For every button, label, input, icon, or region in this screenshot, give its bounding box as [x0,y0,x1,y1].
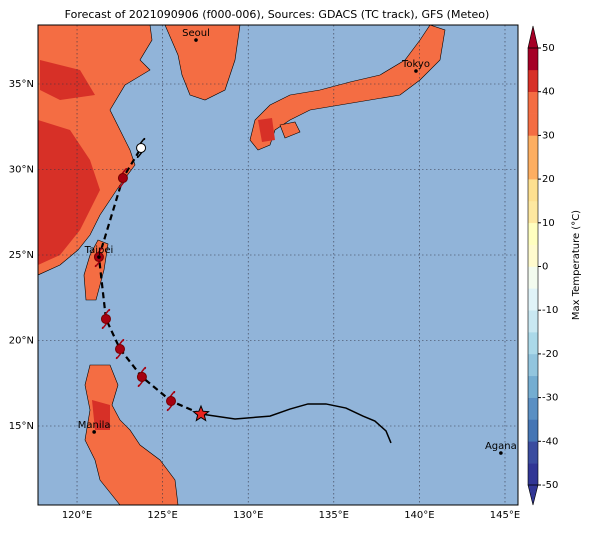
colorbar-band [528,353,538,377]
colorbar-extend-bottom [527,484,539,506]
x-tick-label: 135°E [319,510,349,521]
colorbar-band [528,332,538,355]
colorbar-band [528,375,538,398]
colorbar-tick-label: -40 [542,436,558,447]
storm-icon [136,371,147,382]
storm-icon-swirl [136,137,146,159]
x-tick-label: 145°E [490,510,520,521]
forecast-track [97,147,202,416]
colorbar-tick-label: -10 [542,305,558,316]
storm-icon-swirl [137,366,147,387]
colorbar-band [528,222,538,245]
colorbar-band [528,91,538,114]
colorbar-band [528,288,538,311]
land [38,25,446,505]
colorbar-tick-label: 10 [542,218,555,229]
colorbar-band [528,157,538,180]
storm-icon [100,313,111,324]
colorbar-band [528,310,538,333]
storm-icon [114,344,125,355]
x-tick-label: 130°E [233,510,263,521]
x-tick-label: 140°E [404,510,434,521]
colorbar-tick-label: 40 [542,87,555,98]
city-marker [92,430,96,434]
city-marker [414,69,418,73]
storm-icon [117,173,128,184]
storm-icon-swirl [94,246,104,268]
colorbar-band [528,48,538,71]
map-frame [37,24,519,506]
colorbar-band [528,266,538,289]
storm-icon [136,142,147,153]
colorbar-tick-label: -30 [542,393,558,404]
colorbar-tick-label: 20 [542,174,555,185]
colorbar-band [528,179,538,202]
title: Forecast of 2021090906 (f000-006), Sourc… [65,8,490,21]
colorbar-label: Max Temperature (°C) [571,210,582,320]
current-position [192,404,210,422]
y-tick-label: 20°N [9,335,34,346]
y-tick-label: 25°N [9,250,34,261]
city-label: Agana [485,441,517,452]
x-tick-label: 120°E [62,510,92,521]
colorbar-band [528,244,538,267]
city-label: Taipei [84,245,114,256]
storm-icon-swirl [101,308,111,330]
colorbar-extend-top [527,25,539,49]
y-tick-label: 30°N [9,164,34,175]
colorbar-tick-label: 50 [542,43,555,54]
colorbar-band [528,200,538,224]
colorbar-band [528,463,538,486]
colorbar-tick-label: 0 [542,262,548,273]
colorbar-tick-label: -50 [542,480,558,491]
y-tick-label: 15°N [9,421,34,432]
colorbar-band [528,441,538,464]
storm-icon-swirl [115,338,125,360]
storm-icon-swirl [118,167,128,189]
storm-icon [166,396,177,407]
colorbar-band [528,113,538,136]
colorbar-band [528,419,538,442]
colorbar-band [528,69,538,92]
city-label: Manila [78,420,111,431]
colorbar-tick-label: -20 [542,349,558,360]
city-label: Tokyo [401,59,430,70]
city-marker [194,38,198,42]
colorbar-band [528,397,538,420]
y-tick-label: 35°N [9,79,34,90]
storm-icon-swirl [166,390,176,412]
x-tick-label: 125°E [147,510,177,521]
colorbar-tick-label: 30 [542,130,555,141]
past-track [200,403,392,444]
city-marker [499,451,503,455]
colorbar-band [528,135,538,158]
city-label: Seoul [182,28,210,39]
city-marker [97,255,101,259]
